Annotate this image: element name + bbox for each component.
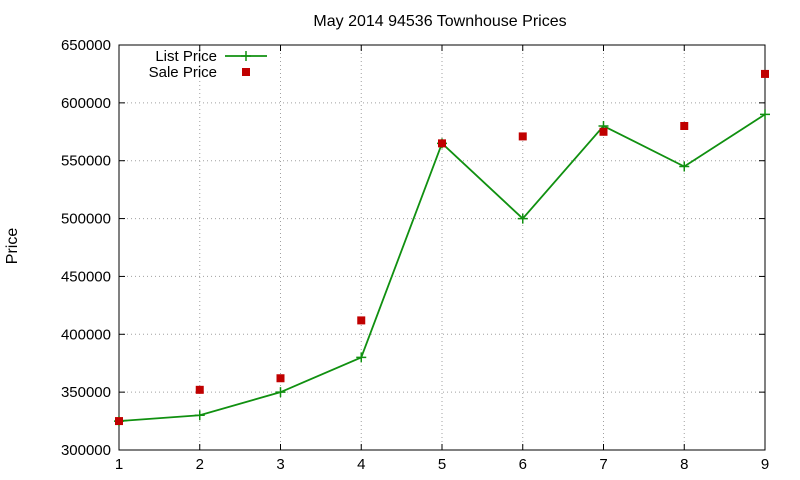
- sale-price-point: [599, 127, 608, 136]
- grid: [119, 45, 765, 450]
- x-tick-label: 9: [761, 456, 769, 473]
- list-price-point: [194, 410, 205, 421]
- x-tick-label: 1: [115, 456, 123, 473]
- y-tick-label: 350000: [61, 384, 111, 401]
- series: [114, 69, 770, 427]
- list-price-point: [356, 352, 367, 363]
- x-tick-label: 5: [438, 456, 446, 473]
- list-price-point: [517, 213, 528, 224]
- sale-price-point: [115, 417, 123, 426]
- sale-price-point: [680, 122, 689, 130]
- x-tick-label: 4: [357, 456, 365, 473]
- sale-price-point: [276, 374, 285, 383]
- sale-price-point: [761, 69, 769, 78]
- list-price-point: [760, 109, 770, 120]
- y-axis-label: Price: [4, 228, 21, 265]
- x-tick-label: 3: [276, 456, 284, 473]
- legend-marker-sale-price: [242, 68, 250, 76]
- x-tick-label: 8: [680, 456, 688, 473]
- y-tick-label: 550000: [61, 153, 111, 170]
- x-tick-label: 2: [196, 456, 204, 473]
- sale-price-point: [357, 316, 366, 325]
- list-price-point: [679, 161, 690, 172]
- list-price-point: [275, 387, 286, 398]
- sale-price-point: [438, 139, 446, 148]
- y-tick-label: 600000: [61, 95, 111, 112]
- legend-label-list-price: List Price: [155, 48, 217, 65]
- chart-title: May 2014 94536 Townhouse Prices: [313, 13, 566, 30]
- y-tick-label: 450000: [61, 268, 111, 285]
- x-tick-label: 6: [519, 456, 527, 473]
- legend-label-sale-price: Sale Price: [149, 64, 217, 81]
- y-tick-label: 500000: [61, 211, 111, 228]
- y-tick-label: 300000: [61, 442, 111, 459]
- axes: 300000 350000 400000 450000 500000 550000 6000…: [61, 37, 769, 473]
- sale-price-point: [518, 132, 527, 141]
- y-tick-label: 650000: [61, 37, 111, 54]
- y-tick-label: 400000: [61, 326, 111, 343]
- x-tick-label: 7: [599, 456, 607, 473]
- legend-marker-list-price: [241, 51, 251, 61]
- plot-frame: [118, 44, 766, 451]
- sale-price-point: [195, 385, 204, 394]
